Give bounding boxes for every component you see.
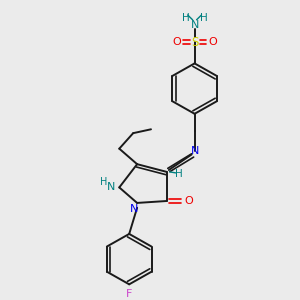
Text: H: H [200, 13, 207, 23]
Text: H: H [175, 169, 183, 179]
Text: H: H [182, 13, 190, 23]
Text: N: N [190, 146, 199, 156]
Text: O: O [208, 37, 217, 47]
Text: N: N [130, 204, 138, 214]
Text: N: N [107, 182, 116, 192]
Text: O: O [184, 196, 193, 206]
Text: S: S [191, 36, 198, 49]
Text: H: H [100, 177, 107, 187]
Text: O: O [172, 37, 181, 47]
Text: F: F [126, 289, 132, 299]
Text: N: N [190, 20, 199, 30]
